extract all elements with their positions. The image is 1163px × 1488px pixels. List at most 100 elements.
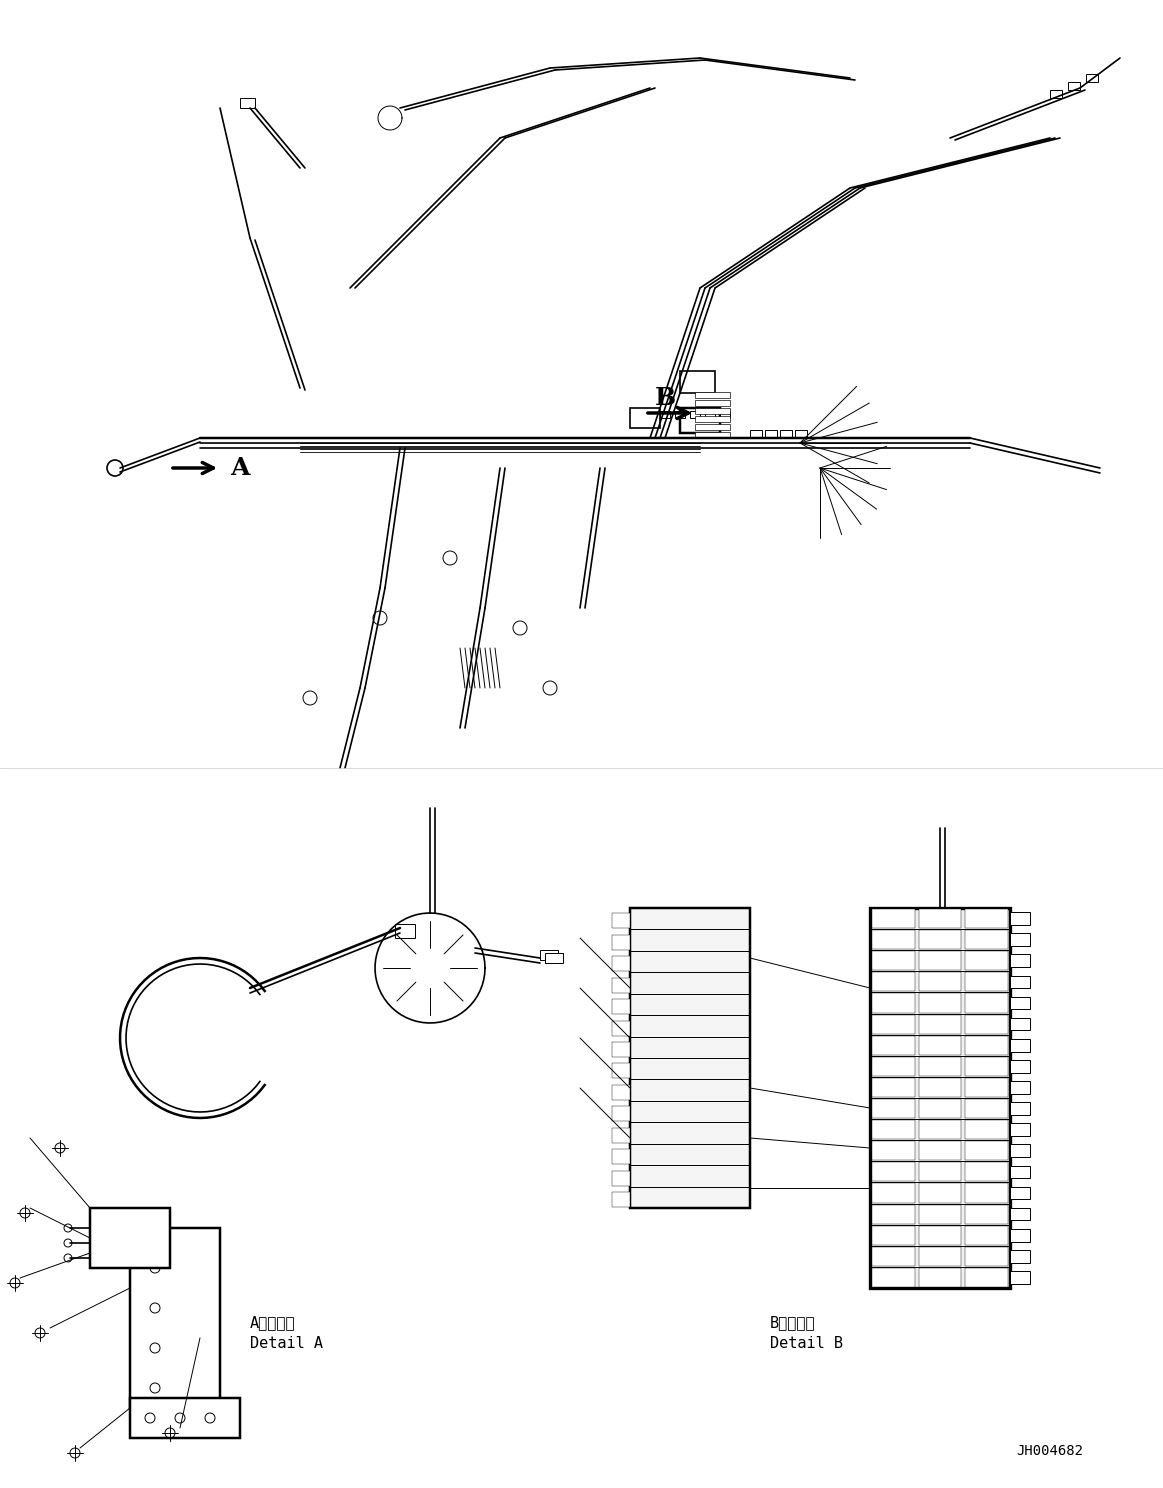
Bar [965, 930, 1008, 949]
Bar [872, 1183, 914, 1202]
Bar [965, 1226, 1008, 1245]
Bar [1009, 912, 1030, 926]
Bar [612, 1192, 630, 1207]
Bar [545, 952, 563, 963]
Text: B: B [655, 385, 676, 411]
Bar [919, 951, 962, 970]
Bar [695, 432, 730, 437]
Bar [872, 951, 914, 970]
Bar [872, 1120, 914, 1140]
Bar [630, 408, 659, 429]
Bar [965, 1183, 1008, 1202]
Bar [965, 1268, 1008, 1287]
Bar [1009, 933, 1030, 946]
Bar [612, 914, 630, 929]
Bar [919, 1056, 962, 1076]
Bar [612, 934, 630, 949]
Bar [630, 908, 750, 1208]
Bar [965, 1036, 1008, 1055]
Bar [1086, 74, 1098, 82]
Text: A: A [230, 455, 250, 481]
Bar [1009, 1059, 1030, 1073]
Text: JH004682: JH004682 [1016, 1443, 1084, 1458]
Bar [872, 994, 914, 1012]
Bar [919, 1205, 962, 1223]
Text: A　詳　細: A 詳 細 [250, 1315, 295, 1330]
Bar [919, 930, 962, 949]
Bar [1009, 954, 1030, 967]
Bar [872, 1162, 914, 1181]
Bar [612, 1171, 630, 1186]
Bar [1009, 997, 1030, 1009]
Bar [965, 1056, 1008, 1076]
Bar [919, 1226, 962, 1245]
Bar [695, 417, 730, 423]
Bar [872, 1100, 914, 1117]
Bar [1068, 82, 1080, 89]
Bar [965, 1015, 1008, 1034]
Bar [680, 408, 720, 433]
Bar [919, 1036, 962, 1055]
Bar [872, 1077, 914, 1097]
Bar [872, 909, 914, 929]
Bar [130, 1399, 240, 1437]
Bar [965, 1162, 1008, 1181]
Bar [765, 430, 777, 437]
Bar [612, 1128, 630, 1143]
Bar [965, 1205, 1008, 1223]
Bar [690, 411, 700, 418]
Bar [1009, 1123, 1030, 1135]
Bar [612, 1021, 630, 1036]
Bar [540, 949, 558, 960]
Bar [965, 1077, 1008, 1097]
Bar [919, 1015, 962, 1034]
Bar [919, 1162, 962, 1181]
Bar [1009, 976, 1030, 988]
Bar [612, 1149, 630, 1164]
Bar [919, 1077, 962, 1097]
Bar [240, 98, 255, 109]
Bar [919, 1268, 962, 1287]
Bar [919, 1183, 962, 1202]
Bar [872, 1268, 914, 1287]
Bar [919, 1120, 962, 1140]
Bar [965, 1247, 1008, 1266]
Bar [872, 1015, 914, 1034]
Bar [1009, 1208, 1030, 1220]
Bar [705, 411, 715, 418]
Bar [872, 1036, 914, 1055]
Bar [1009, 1165, 1030, 1178]
Text: B　詳　細: B 詳 細 [770, 1315, 815, 1330]
Bar [1009, 1082, 1030, 1094]
Bar [612, 1042, 630, 1056]
Bar [919, 1100, 962, 1117]
Bar [695, 391, 730, 397]
Bar [872, 1056, 914, 1076]
Bar [695, 400, 730, 406]
Bar [90, 1208, 170, 1268]
Bar [872, 972, 914, 991]
Bar [872, 1226, 914, 1245]
Bar [1050, 89, 1062, 98]
Bar [612, 957, 630, 972]
Bar [612, 1106, 630, 1122]
Text: Detail A: Detail A [250, 1336, 323, 1351]
Bar [130, 1228, 220, 1408]
Bar [720, 411, 730, 418]
Bar [1009, 1186, 1030, 1199]
Bar [612, 978, 630, 992]
Bar [1009, 1018, 1030, 1031]
Bar [965, 994, 1008, 1012]
Bar [1009, 1271, 1030, 1284]
Bar [872, 1141, 914, 1161]
Bar [965, 909, 1008, 929]
Text: Detail B: Detail B [770, 1336, 843, 1351]
Bar [1009, 1039, 1030, 1052]
Bar [1009, 1229, 1030, 1241]
Bar [965, 972, 1008, 991]
Bar [965, 951, 1008, 970]
Bar [919, 994, 962, 1012]
Bar [919, 1247, 962, 1266]
Bar [659, 411, 670, 418]
Bar [919, 1141, 962, 1161]
